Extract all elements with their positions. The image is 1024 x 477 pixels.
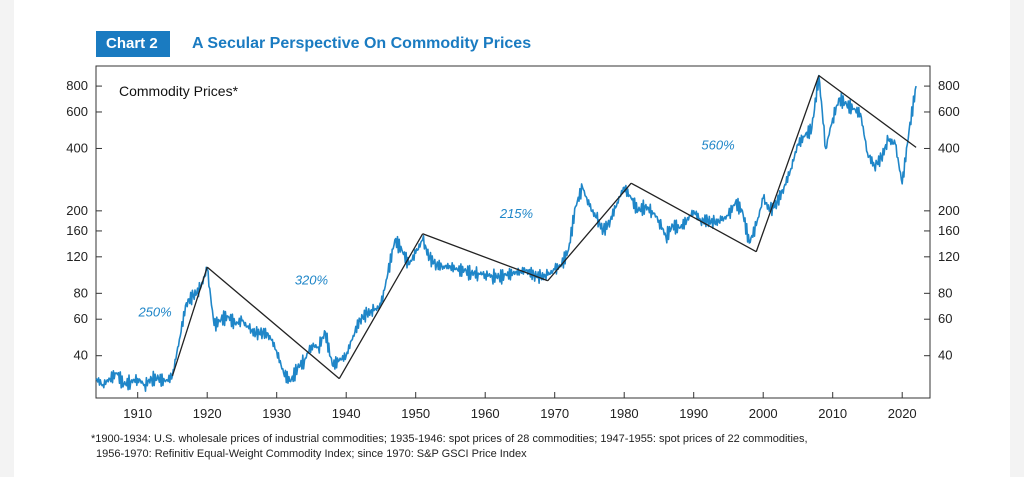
y-tick-label-right: 80 [938,285,952,300]
y-tick-label-right: 600 [938,104,960,119]
trend-line [547,182,632,282]
chart-header: Chart 2 A Secular Perspective On Commodi… [96,31,531,57]
y-tick-label-left: 120 [66,249,88,264]
trend-layer [171,74,917,380]
trend-line [171,266,208,376]
x-tick-label: 1930 [262,406,291,421]
footnote: *1900-1934: U.S. wholesale prices of ind… [91,432,971,462]
y-tick-label-right: 160 [938,223,960,238]
chart-title: A Secular Perspective On Commodity Price… [192,35,532,52]
x-tick-label: 2000 [749,406,778,421]
x-tick-label: 1920 [193,406,222,421]
pct-annotation: 560% [701,138,734,153]
y-tick-label-right: 400 [938,140,960,155]
trend-line [338,233,424,379]
x-tick-label: 1940 [332,406,361,421]
footnote-line-2: 1956-1970: Refinitiv Equal-Weight Commod… [96,448,527,460]
series-line [95,74,917,392]
y-tick-label-right: 60 [938,311,952,326]
y-tick-label-right: 40 [938,348,952,363]
series-label: Commodity Prices* [119,83,239,99]
y-axis-left: 40 60 80 120 160 200 400 600 800 [66,78,102,363]
y-tick-label-left: 800 [66,78,88,93]
trend-line [422,233,548,282]
y-tick-label-left: 160 [66,223,88,238]
y-axis-right: 40 60 80 120 160 200 400 600 800 [924,78,960,363]
pct-annotation: 250% [137,304,171,319]
pct-annotation: 320% [295,273,328,288]
series-layer [95,74,917,392]
x-tick-label: 1960 [471,406,500,421]
y-tick-label-left: 200 [66,203,88,218]
y-tick-label-left: 80 [74,285,88,300]
x-tick-label: 2010 [818,406,847,421]
footnote-line-1: *1900-1934: U.S. wholesale prices of ind… [91,433,808,445]
pct-annotation: 215% [499,206,533,221]
x-tick-label: 1950 [401,406,430,421]
left-frame-edge [0,0,14,477]
y-tick-label-left: 40 [74,348,88,363]
y-tick-label-left: 600 [66,104,88,119]
x-axis: 1910 1920 1930 1940 1950 1960 1970 1980 1990 2000… [123,392,917,421]
annotation-layer: 250% 320% 215% 560% [137,138,734,320]
x-tick-label: 1980 [610,406,639,421]
y-tick-label-right: 120 [938,249,960,264]
y-tick-label-left: 400 [66,140,88,155]
trend-line [206,266,340,380]
x-tick-label: 1970 [540,406,569,421]
plot-frame [95,65,931,399]
right-frame-edge [1010,0,1024,477]
x-tick-label: 1990 [679,406,708,421]
x-tick-label: 2020 [888,406,917,421]
trend-line [630,182,757,253]
y-tick-label-right: 200 [938,203,960,218]
y-tick-label-left: 60 [74,311,88,326]
trend-line [755,75,820,252]
x-tick-label: 1910 [123,406,152,421]
chart-number-badge: Chart 2 [96,31,170,57]
y-tick-label-right: 800 [938,78,960,93]
trend-line [818,74,917,148]
